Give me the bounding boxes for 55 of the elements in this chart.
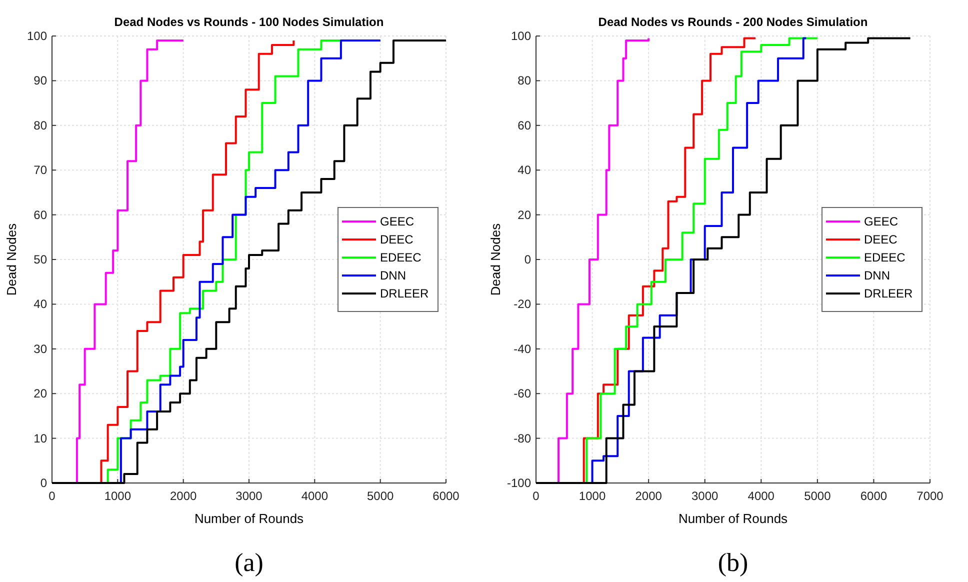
y-tick-label: 90 bbox=[34, 74, 48, 88]
y-tick-label: -60 bbox=[514, 386, 532, 401]
y-tick-label: 100 bbox=[26, 29, 48, 43]
y-tick-label: 0 bbox=[524, 252, 532, 266]
x-tick-label: 0 bbox=[532, 489, 540, 503]
y-tick-label: 80 bbox=[34, 118, 48, 132]
x-tick-label: 7000 bbox=[916, 489, 944, 503]
x-tick-label: 1000 bbox=[104, 489, 132, 503]
x-tick-label: 5000 bbox=[804, 489, 832, 503]
x-tick-label: 6000 bbox=[860, 489, 888, 503]
legend-label: DEEC bbox=[864, 232, 898, 246]
legend-label: DNN bbox=[864, 268, 890, 282]
y-tick-label: 60 bbox=[518, 118, 532, 132]
y-tick-label: 10 bbox=[34, 431, 48, 446]
text: (b) bbox=[718, 548, 748, 577]
legend-label: EDEEC bbox=[864, 250, 906, 264]
y-axis-title: Dead Nodes bbox=[4, 222, 19, 296]
legend-label: DRLEER bbox=[380, 286, 430, 300]
legend-label: DNN bbox=[380, 268, 406, 282]
legend-label: GEEC bbox=[864, 214, 898, 228]
y-tick-label: 100 bbox=[510, 29, 532, 43]
legend-label: EDEEC bbox=[380, 250, 422, 264]
x-tick-label: 4000 bbox=[301, 489, 328, 503]
y-tick-label: 70 bbox=[34, 163, 48, 178]
x-axis-title: Number of Rounds bbox=[194, 511, 304, 526]
text: (a) bbox=[234, 548, 264, 577]
y-tick-label: 20 bbox=[518, 208, 532, 222]
x-axis-title: Number of Rounds bbox=[678, 511, 788, 526]
x-tick-label: 6000 bbox=[432, 489, 460, 503]
x-tick-label: 5000 bbox=[366, 489, 394, 503]
x-tick-label: 3000 bbox=[236, 489, 263, 503]
y-tick-label: -20 bbox=[514, 297, 532, 312]
y-tick-label: 0 bbox=[40, 476, 48, 490]
y-tick-label: 50 bbox=[34, 252, 48, 266]
chart-title: Dead Nodes vs Rounds - 200 Nodes Simulation bbox=[598, 15, 868, 29]
y-axis-title: Dead Nodes bbox=[488, 222, 503, 296]
legend-label: DRLEER bbox=[864, 286, 914, 300]
y-tick-label: 40 bbox=[518, 163, 532, 178]
y-tick-label: -40 bbox=[514, 342, 532, 356]
x-tick-label: 0 bbox=[48, 489, 56, 503]
x-tick-label: 2000 bbox=[170, 489, 198, 503]
y-tick-label: 60 bbox=[34, 208, 48, 222]
x-tick-label: 4000 bbox=[748, 489, 775, 503]
y-tick-label: -80 bbox=[514, 431, 532, 446]
legend-label: DEEC bbox=[380, 232, 414, 246]
y-tick-label: 30 bbox=[34, 342, 48, 356]
y-tick-label: -100 bbox=[506, 476, 532, 490]
x-tick-label: 2000 bbox=[635, 489, 662, 503]
legend-label: GEEC bbox=[380, 214, 414, 228]
y-tick-label: 80 bbox=[518, 74, 532, 88]
y-tick-label: 40 bbox=[34, 297, 48, 312]
x-tick-label: 3000 bbox=[692, 489, 719, 503]
x-tick-label: 1000 bbox=[578, 489, 606, 503]
y-tick-label: 20 bbox=[34, 386, 48, 401]
chart-title: Dead Nodes vs Rounds - 100 Nodes Simulation bbox=[114, 15, 384, 29]
